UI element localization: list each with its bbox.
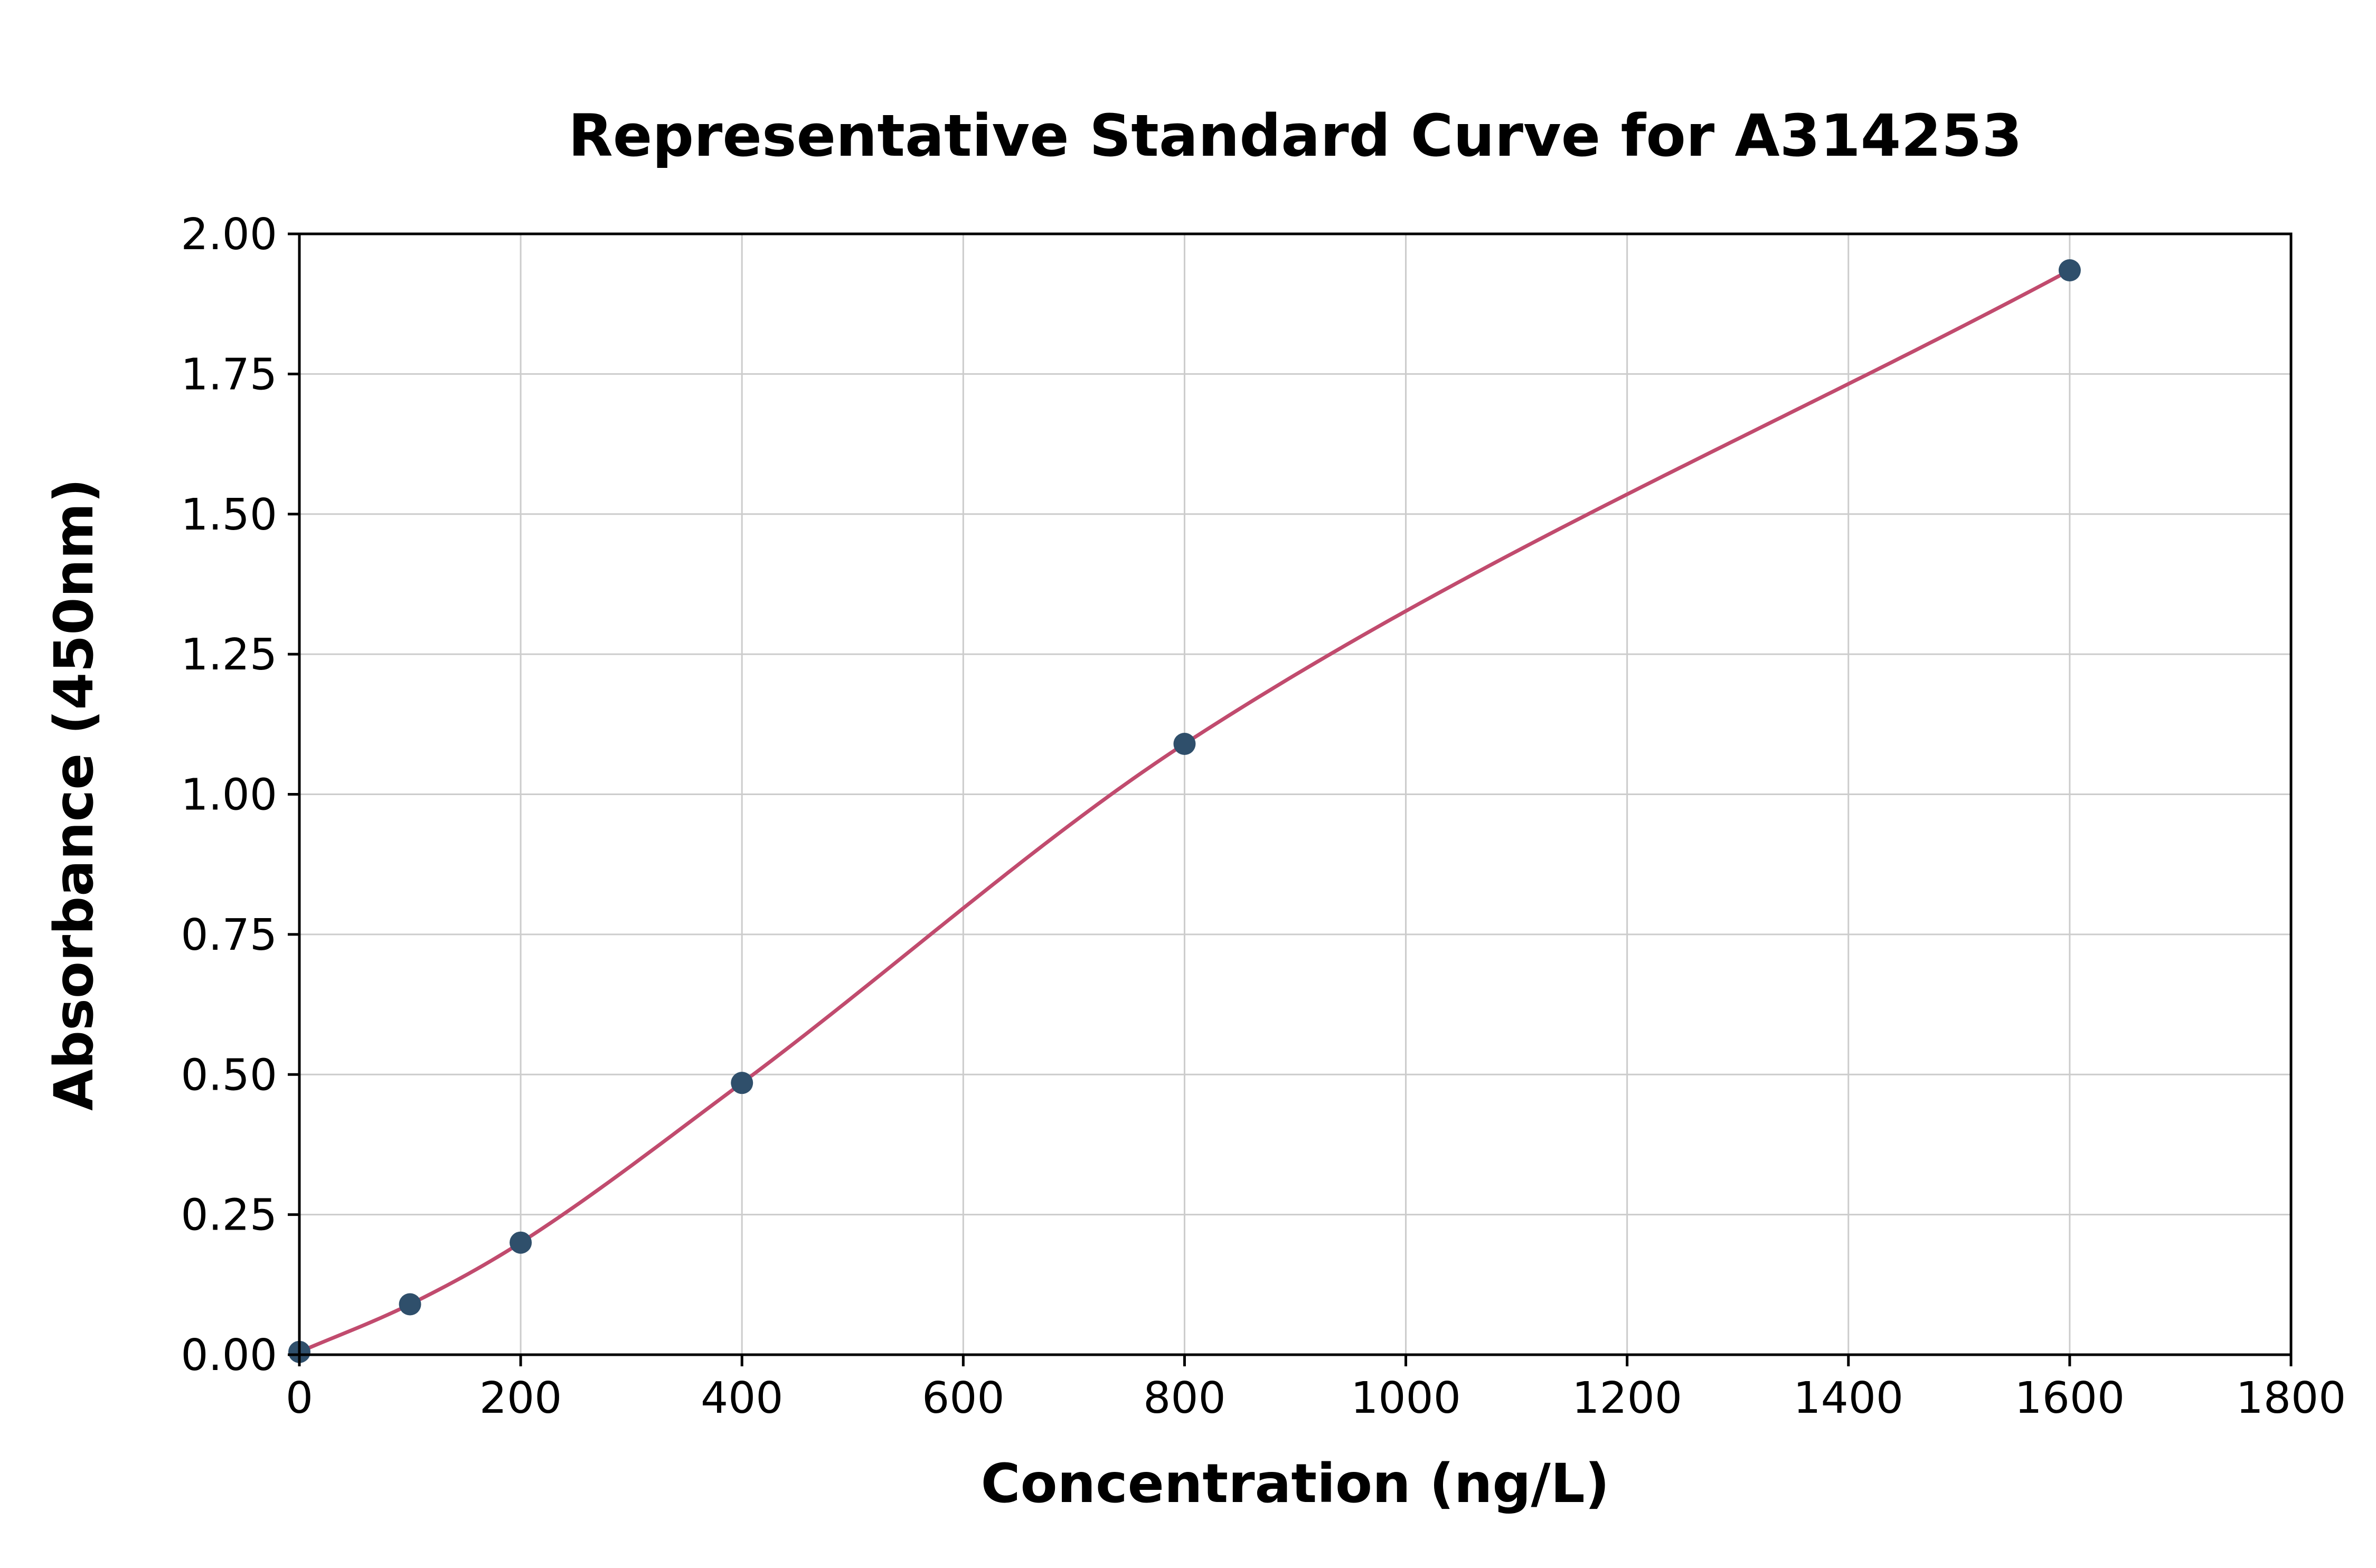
- data-point-marker: [399, 1293, 421, 1316]
- x-tick-label: 1200: [1572, 1373, 1682, 1423]
- data-point-marker: [510, 1231, 532, 1254]
- y-axis-label: Absorbance (450nm): [43, 478, 106, 1111]
- data-point-marker: [2058, 259, 2081, 281]
- x-tick-label: 1400: [1793, 1373, 1903, 1423]
- x-tick-label: 0: [286, 1373, 313, 1423]
- y-tick-label: 2.00: [181, 210, 277, 260]
- x-tick-label: 1800: [2236, 1373, 2346, 1423]
- x-axis-label: Concentration (ng/L): [981, 1452, 1610, 1515]
- x-tick-label: 800: [1143, 1373, 1226, 1423]
- tick-label-layer: 0 200 400 600 800 1000 1200 1400 1600 1800 0.00 0.2…: [181, 210, 2346, 1423]
- tick-layer: [288, 232, 2293, 1366]
- y-tick-label: 1.00: [181, 770, 277, 820]
- chart-title: Representative Standard Curve for A31425…: [568, 102, 2022, 169]
- y-tick-label: 1.25: [181, 630, 277, 680]
- y-tick-label: 1.50: [181, 490, 277, 540]
- y-tick-label: 0.25: [181, 1191, 277, 1241]
- x-tick-label: 1000: [1351, 1373, 1461, 1423]
- data-point-marker: [731, 1072, 753, 1094]
- y-tick-label: 0.75: [181, 910, 277, 960]
- y-tick-label: 1.75: [181, 350, 277, 400]
- y-tick-label: 0.50: [181, 1050, 277, 1100]
- data-point-marker: [1173, 732, 1196, 755]
- y-tick-label: 0.00: [181, 1330, 277, 1381]
- x-tick-label: 1600: [2015, 1373, 2125, 1423]
- x-tick-label: 600: [922, 1373, 1005, 1423]
- x-tick-label: 200: [479, 1373, 562, 1423]
- x-tick-label: 400: [701, 1373, 784, 1423]
